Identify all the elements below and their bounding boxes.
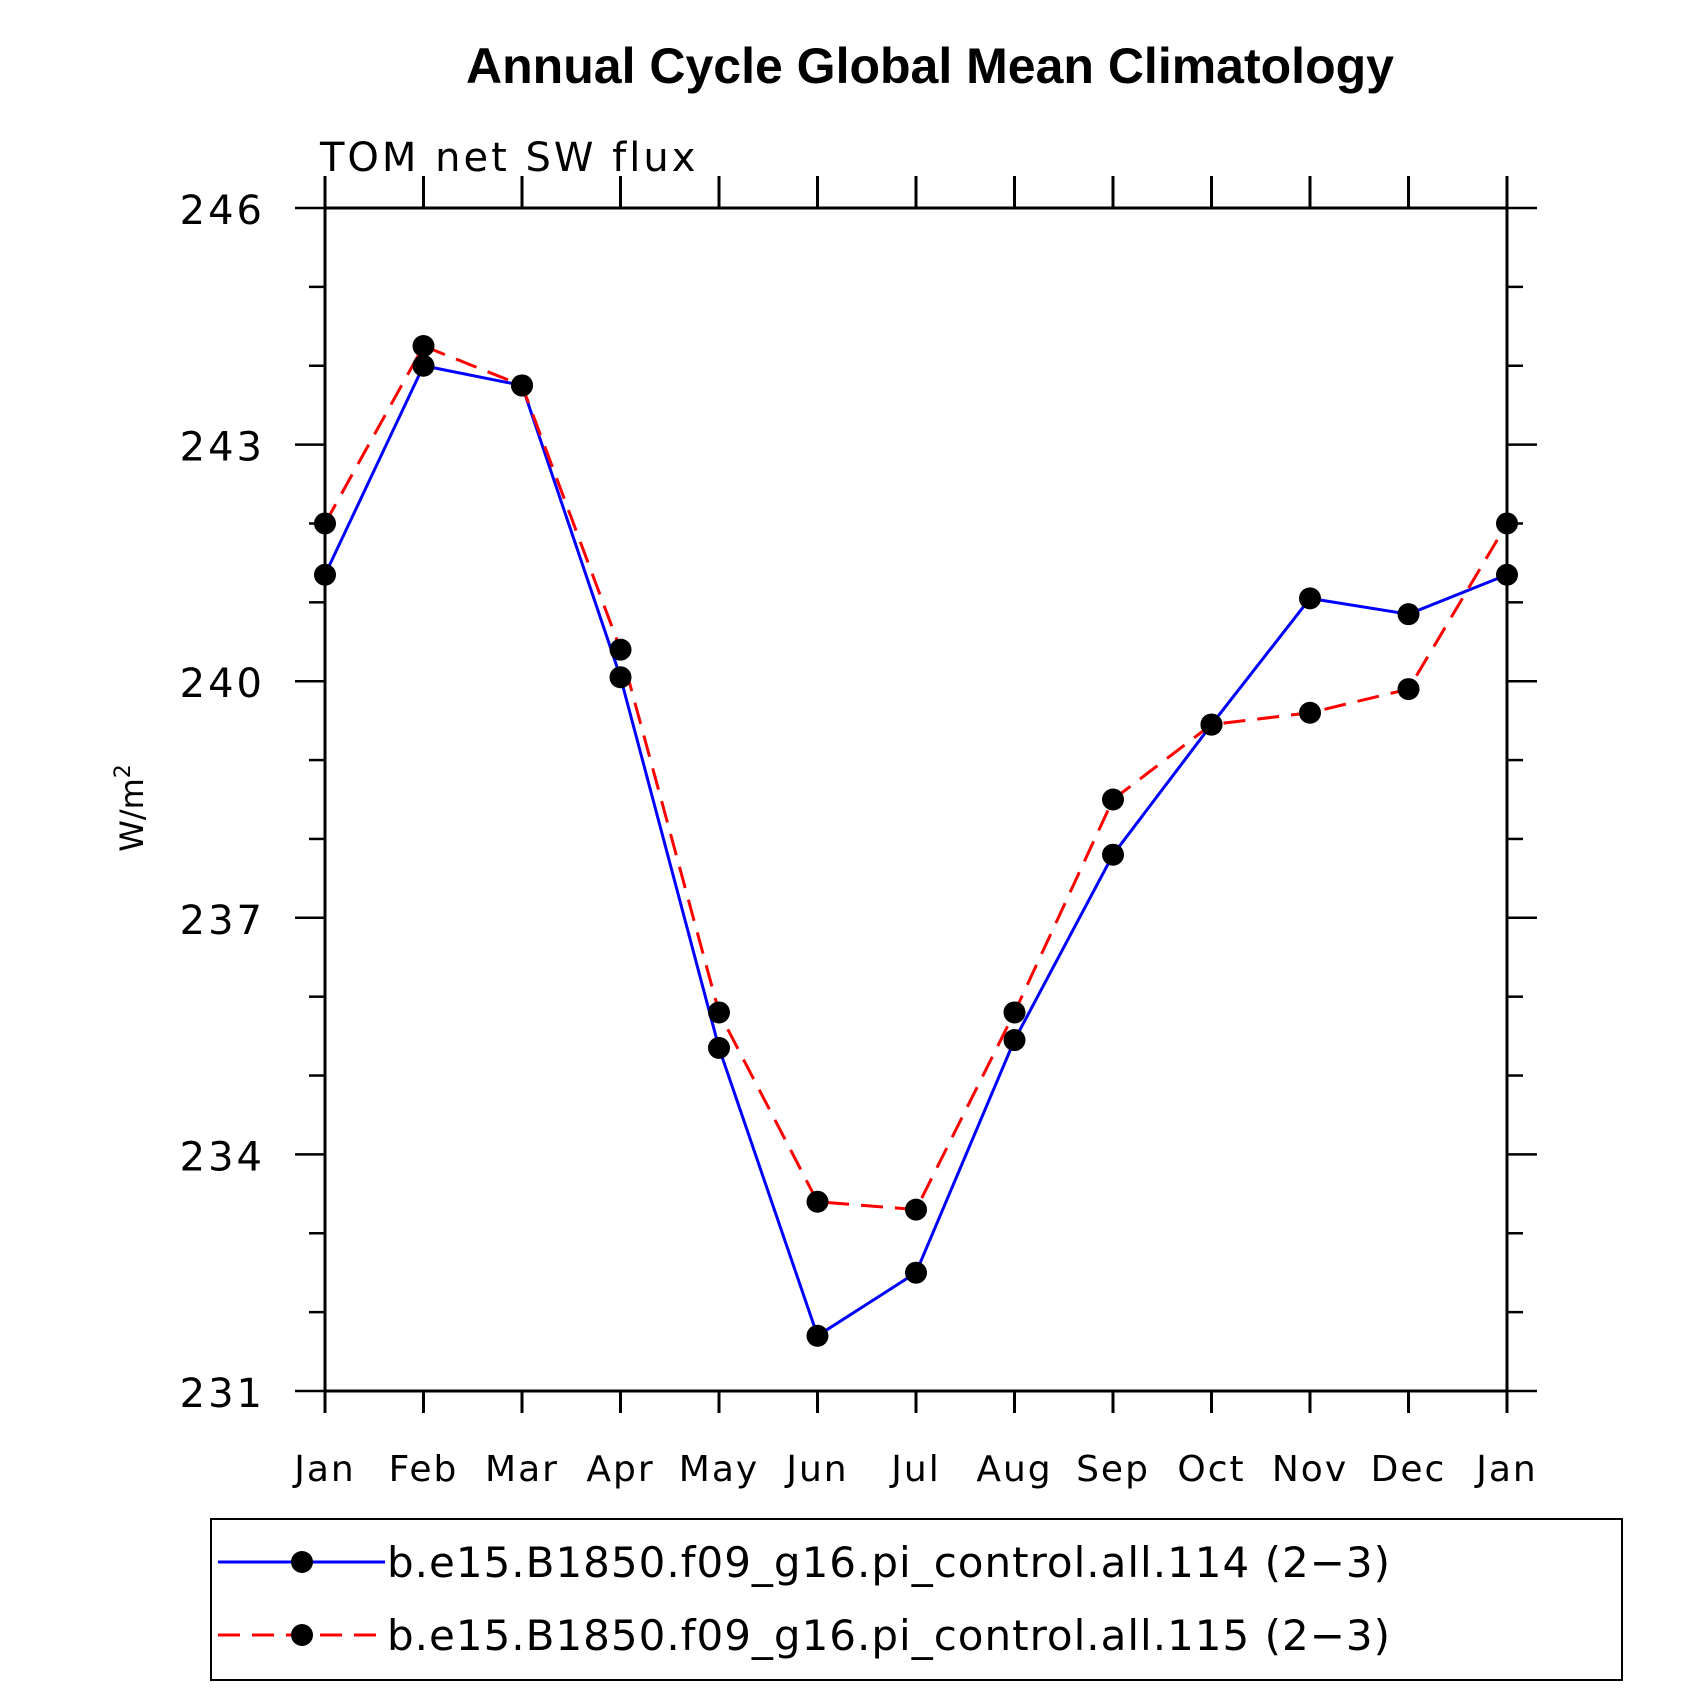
series-1-point [314, 563, 336, 586]
chart-title: Annual Cycle Global Mean Climatology [466, 38, 1394, 94]
series-1-point [1102, 843, 1124, 866]
series-1-point [609, 666, 632, 689]
series-2-point [1496, 512, 1518, 535]
series-2-point [314, 512, 336, 535]
y-tick-label: 234 [180, 1134, 265, 1180]
series-1-point [1496, 563, 1518, 586]
legend-box [210, 1518, 1623, 1681]
series-1-point [1003, 1029, 1026, 1052]
y-tick-label: 243 [180, 425, 265, 471]
x-tick-label: Sep [1076, 1449, 1150, 1490]
series-line-2 [323, 344, 1509, 1212]
y-tick-label: 246 [180, 188, 265, 234]
x-tick-label: Apr [586, 1449, 654, 1490]
x-tick-label: May [679, 1449, 759, 1490]
series-1-point [806, 1324, 829, 1347]
series-2-point [412, 335, 435, 358]
x-tick-label: Jan [1474, 1449, 1538, 1490]
series-2-point [1102, 788, 1124, 811]
legend-label-2: b.e15.B1850.f09_g16.pi_control.all.115 (… [387, 1611, 1391, 1660]
legend-marker-2 [291, 1624, 313, 1646]
series-1-point [1299, 587, 1321, 610]
series-1-point [1397, 603, 1420, 626]
legend: b.e15.B1850.f09_g16.pi_control.all.114 (… [218, 1538, 1391, 1660]
x-tick-label: Aug [976, 1449, 1052, 1490]
x-tick-label: Nov [1272, 1449, 1348, 1490]
series-2-point [609, 638, 632, 661]
y-tick-label: 231 [180, 1371, 265, 1417]
series-1-point [412, 354, 435, 377]
series-layer [314, 335, 1518, 1347]
series-1-point [708, 1036, 730, 1059]
series-2-point [1003, 1001, 1026, 1024]
x-tick-label: Jun [784, 1449, 848, 1490]
series-2-point [806, 1190, 829, 1213]
series-2-point [708, 1001, 730, 1024]
series-2-point [905, 1198, 927, 1221]
series-2-point [1299, 701, 1321, 724]
y-tick-label: 237 [180, 898, 265, 944]
x-tick-label: Jan [292, 1449, 356, 1490]
legend-label-1: b.e15.B1850.f09_g16.pi_control.all.114 (… [387, 1538, 1391, 1587]
x-tick-label: Dec [1371, 1449, 1447, 1490]
legend-marker-1 [291, 1551, 313, 1573]
x-tick-label: Mar [485, 1449, 559, 1490]
series-1-point [905, 1261, 927, 1284]
chart-subtitle: TOM net SW flux [319, 135, 698, 181]
y-axis-label: W/m2 [111, 764, 151, 852]
series-2-point [511, 374, 533, 397]
x-tick-label: Oct [1177, 1449, 1245, 1490]
x-tick-label: Feb [389, 1449, 459, 1490]
y-tick-label: 240 [180, 661, 265, 707]
series-2-point [1200, 713, 1223, 736]
series-line-1 [323, 364, 1508, 1339]
x-tick-label: Jul [889, 1449, 940, 1490]
series-2-point [1397, 678, 1420, 701]
axes: Jan Feb Mar Apr May Jun Jul Aug Sep Oct Nov Dec Jan 2… [180, 176, 1538, 1490]
